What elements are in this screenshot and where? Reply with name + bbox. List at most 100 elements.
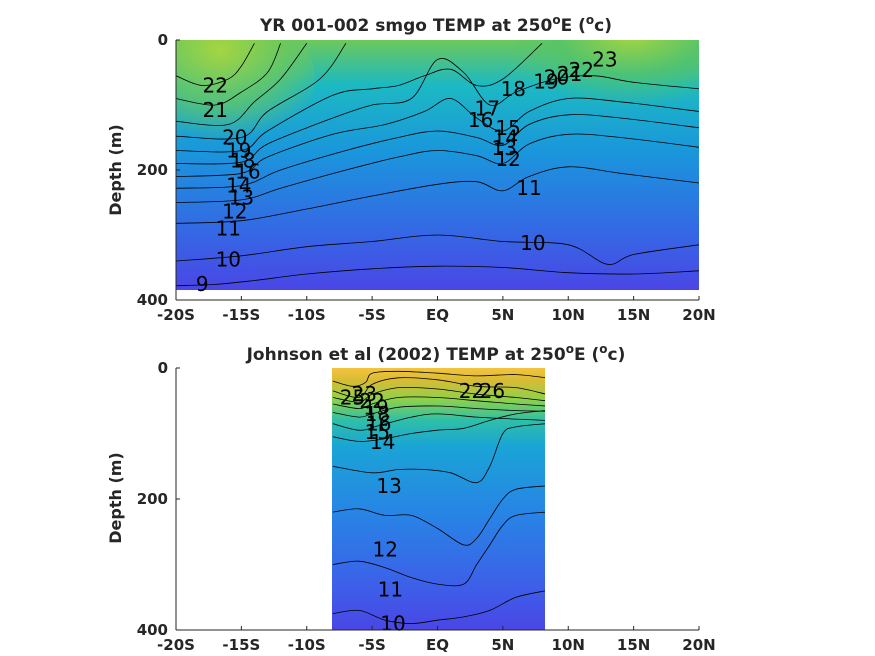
- top-contour-label: 16: [468, 108, 493, 132]
- top-field: [176, 40, 699, 290]
- top-warm-north: [510, 40, 699, 125]
- top-contour-label: 15: [495, 116, 520, 140]
- bottom-title: Johnson et al (2002) TEMP at 250oE (oc): [246, 342, 626, 365]
- bottom-contour-line-12: [332, 485, 545, 546]
- bottom-y-tick-label: 0: [158, 359, 168, 377]
- top-contour-line-10: [176, 234, 699, 265]
- bottom-x-tick-label: 20N: [682, 636, 715, 654]
- top-contour-label: 14: [226, 174, 251, 198]
- bottom-axes: -20S -15S -10S -5S EQ 5N 10N 15N 20N 0 200 400: [137, 359, 716, 654]
- top-contour-line-11: [176, 166, 699, 224]
- top-x-tick-label: EQ: [426, 306, 449, 324]
- top-y-tick-label: 400: [137, 291, 168, 309]
- bottom-contour-label: 23: [352, 382, 377, 406]
- top-contour-label: 10: [216, 248, 241, 272]
- bottom-x-tick-label: -10S: [288, 636, 326, 654]
- top-contour-label: 12: [495, 147, 520, 171]
- bottom-contour-label: 22: [459, 379, 484, 403]
- bottom-contour-label: 25: [340, 386, 365, 410]
- bottom-y-axis-label: Depth (m): [106, 452, 125, 544]
- bottom-contour-label: 11: [378, 577, 403, 601]
- top-y-tick-label: 0: [158, 31, 168, 49]
- top-contour-label: 22: [569, 58, 594, 82]
- bottom-field: [332, 368, 545, 630]
- top-contour-line-12: [176, 133, 699, 203]
- bottom-x-tick-label: EQ: [426, 636, 449, 654]
- top-warm-south: [176, 40, 315, 155]
- top-contour-line-19: [176, 43, 347, 140]
- top-plot: YR 001-002 smgo TEMP at 250oE (oc) 22212…: [106, 13, 716, 324]
- bottom-contour-line-13: [332, 423, 545, 484]
- top-contour-lines: [176, 43, 699, 287]
- top-contour-line-16: [176, 58, 699, 165]
- bottom-contour-line-15: [332, 413, 545, 431]
- top-x-tick-label: -20S: [157, 306, 195, 324]
- bottom-y-tick-label: 200: [137, 490, 168, 508]
- top-contour-line-9: [176, 265, 699, 287]
- top-axes: -20S -15S -10S -5S EQ 5N 10N 15N 20N 0 200 400: [137, 31, 716, 324]
- bottom-plot: Johnson et al (2002) TEMP at 250oE (oc) …: [106, 342, 716, 654]
- top-x-tick-label: 20N: [682, 306, 715, 324]
- bottom-x-tick-label: 10N: [552, 636, 585, 654]
- top-contour-label: 21: [557, 62, 582, 86]
- top-contour-label: 18: [230, 148, 255, 172]
- top-contour-line-18: [176, 43, 543, 153]
- top-title: YR 001-002 smgo TEMP at 250oE (oc): [259, 13, 612, 36]
- bottom-x-tick-label: 5N: [491, 636, 514, 654]
- top-contour-line-14: [176, 97, 699, 177]
- bottom-contour-lines: [332, 370, 545, 624]
- bottom-contour-label: 15: [365, 420, 390, 444]
- bottom-contour-label: 14: [370, 430, 395, 454]
- top-contour-label: 11: [216, 217, 241, 241]
- bottom-y-tick-label: 400: [137, 621, 168, 639]
- top-contour-label: 18: [501, 77, 526, 101]
- top-contour-label: 19: [226, 139, 251, 163]
- top-contour-label: 14: [493, 126, 518, 150]
- bottom-contour-label: 26: [480, 379, 505, 403]
- top-x-tick-label: 15N: [617, 306, 650, 324]
- bottom-contour-line-18: [332, 396, 545, 410]
- top-contour-label: 13: [229, 185, 254, 209]
- top-contour-label: 13: [491, 136, 516, 160]
- top-contour-label: 22: [202, 74, 227, 98]
- top-x-tick-label: -5S: [358, 306, 385, 324]
- top-contour-line-13: [176, 114, 699, 189]
- top-x-tick-label: 5N: [491, 306, 514, 324]
- bottom-x-tick-label: -20S: [157, 636, 195, 654]
- bottom-contour-line-16: [332, 405, 545, 418]
- top-contour-label: 9: [196, 272, 209, 296]
- bottom-colormap: [332, 368, 545, 630]
- top-contour-label: 17: [474, 96, 499, 120]
- top-contour-label: 20: [544, 66, 569, 90]
- bottom-contour-line-11: [332, 511, 545, 587]
- bottom-x-tick-label: -15S: [222, 636, 260, 654]
- top-x-tick-label: -10S: [288, 306, 326, 324]
- bottom-contour-label: 13: [376, 474, 401, 498]
- top-x-tick-label: 10N: [552, 306, 585, 324]
- bottom-contour-line-10: [332, 590, 545, 624]
- bottom-contour-line-22: [332, 377, 545, 398]
- top-contour-line-22: [176, 43, 255, 86]
- bottom-contour-label: 19: [363, 395, 388, 419]
- bottom-contour-label: 16: [366, 412, 391, 436]
- top-y-tick-label: 200: [137, 161, 168, 179]
- bottom-contour-line-24: [332, 370, 545, 387]
- top-contour-label: 16: [235, 159, 260, 183]
- bottom-contour-label: 12: [372, 537, 397, 561]
- bottom-x-tick-label: -5S: [358, 636, 385, 654]
- bottom-contour-label: 10: [380, 612, 405, 636]
- top-x-tick-label: -15S: [222, 306, 260, 324]
- top-contour-label: 21: [202, 98, 227, 122]
- top-y-axis-label: Depth (m): [106, 124, 125, 216]
- bottom-contour-line-20: [332, 386, 545, 403]
- top-contour-label: 23: [592, 48, 617, 72]
- top-contour-line-20: [176, 43, 308, 126]
- top-contour-label: 20: [222, 126, 247, 150]
- top-contour-label: 12: [222, 200, 247, 224]
- top-contour-label: 10: [520, 231, 545, 255]
- top-contour-label: 11: [516, 176, 541, 200]
- top-contour-line-21: [176, 43, 281, 106]
